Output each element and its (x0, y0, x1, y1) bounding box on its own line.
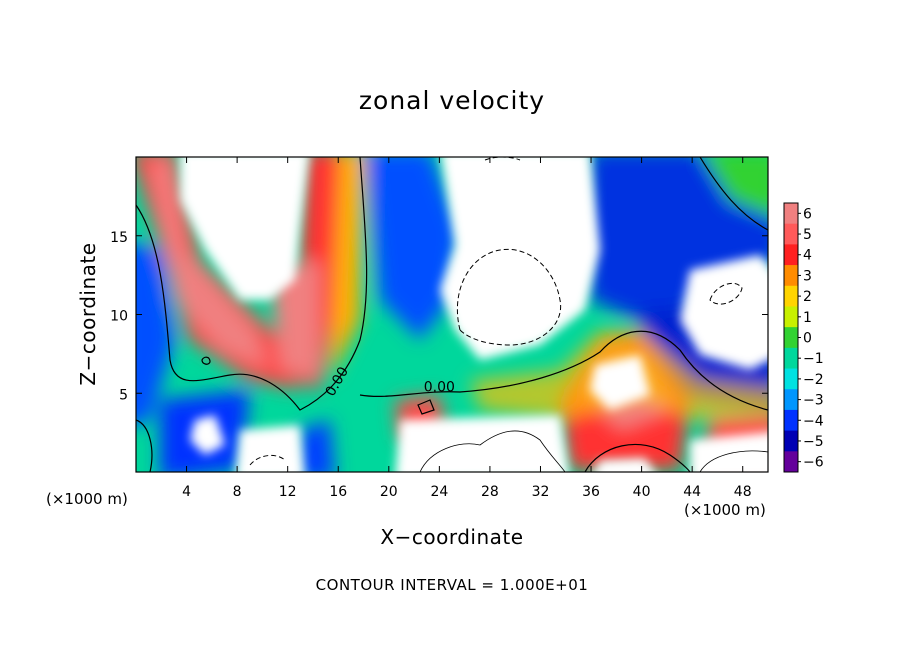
colorbar: 6 5 4 3 2 1 0 −1 −2 −3 −4 −5 −6 (783, 202, 824, 473)
colorbar-swatch (784, 368, 798, 390)
colorbar-swatch (784, 389, 798, 411)
field-white-upper-center (440, 157, 600, 360)
y-tick-label: 15 (110, 230, 128, 246)
contour-negative-bottom-left (249, 454, 286, 466)
colorbar-label: −1 (803, 351, 824, 367)
x-tick-label: 24 (430, 484, 448, 500)
y-tick-label: 5 (119, 387, 128, 403)
x-tick-label: 16 (329, 484, 347, 500)
field-region-blue-bottom-mid (295, 420, 335, 472)
colorbar-swatch (784, 244, 798, 266)
colorbar-label: −4 (803, 413, 824, 429)
field-region-orange-column (330, 157, 365, 380)
field-white-lower-left-blob (190, 415, 225, 455)
colorbar-swatch (784, 285, 798, 307)
x-tick-label: 20 (380, 484, 398, 500)
x-tick-label: 12 (279, 484, 297, 500)
colorbar-swatch (784, 409, 798, 432)
x-tick-label: 32 (532, 484, 550, 500)
x-scale-label-right: (×1000 m) (684, 501, 766, 519)
field-region-green-top-right (704, 157, 768, 216)
colorbar-label: −2 (803, 372, 824, 388)
colorbar-swatch (784, 203, 798, 225)
colorbar-label: 3 (803, 268, 812, 284)
x-tick-label: 40 (633, 484, 651, 500)
contour-negative-center (456, 248, 562, 346)
field-white-bottom-arc (594, 458, 655, 472)
contour-negative-top (484, 157, 521, 161)
x-tick-label: 48 (734, 484, 752, 500)
contour-positive-lower-center (419, 430, 566, 472)
x-tick-label: 28 (481, 484, 499, 500)
x-tick-label: 44 (683, 484, 701, 500)
contour-label: 0.00 (424, 380, 455, 396)
contour-zero-bottomleft (136, 419, 153, 472)
contour-interval-note: CONTOUR INTERVAL = 1.000E+01 (315, 576, 589, 594)
colorbar-label: 0 (803, 331, 812, 347)
y-axis-ticks: 5 10 15 (110, 230, 768, 403)
y-tick-label: 10 (110, 309, 128, 325)
field-region-pink-left-plume (150, 160, 270, 370)
colorbar-label: 4 (803, 248, 812, 264)
x-axis-ticks: 4 8 12 16 20 24 28 32 36 40 44 48 (182, 157, 752, 500)
colorbar-label: 1 (803, 310, 812, 326)
colorbar-swatch (784, 327, 798, 349)
x-tick-label: 36 (582, 484, 600, 500)
contour-positive-lower-right (699, 450, 768, 472)
contour-zero-topright (699, 157, 768, 231)
colorbar-swatch (784, 430, 798, 452)
colorbar-label: 5 (803, 227, 812, 243)
colorbar-label: 6 (803, 206, 812, 222)
velocity-field (136, 157, 768, 472)
field-region-blue-left (136, 244, 175, 425)
contour-zero-left (136, 157, 368, 411)
colorbar-swatch (784, 223, 798, 245)
colorbar-swatch (784, 451, 798, 473)
contour-zero-right (359, 330, 768, 411)
colorbar-swatch (784, 347, 798, 370)
field-region-blue-column (365, 157, 460, 340)
contour-zero-lower-arc (584, 443, 691, 472)
field-white-lower-left (235, 425, 305, 472)
colorbar-label: −3 (803, 393, 824, 409)
x-axis-label: X−coordinate (380, 525, 524, 549)
x-tick-label: 8 (233, 484, 242, 500)
colorbar-label: −5 (803, 434, 824, 450)
field-white-upper-left (180, 157, 310, 300)
chart-title: zonal velocity (358, 86, 546, 115)
x-tick-label: 4 (182, 484, 191, 500)
field-white-hump-core (590, 355, 650, 410)
contour-negative-right (709, 282, 743, 305)
contour-zero-small-loop (417, 399, 435, 415)
colorbar-swatch (784, 306, 798, 328)
colorbar-label: 2 (803, 289, 812, 305)
field-white-right-oval (680, 255, 768, 370)
x-scale-label-left: (×1000 m) (46, 490, 128, 508)
colorbar-label: −6 (803, 455, 824, 471)
colorbar-swatch (784, 265, 798, 287)
contour-zero-tiny-loop (201, 356, 211, 365)
